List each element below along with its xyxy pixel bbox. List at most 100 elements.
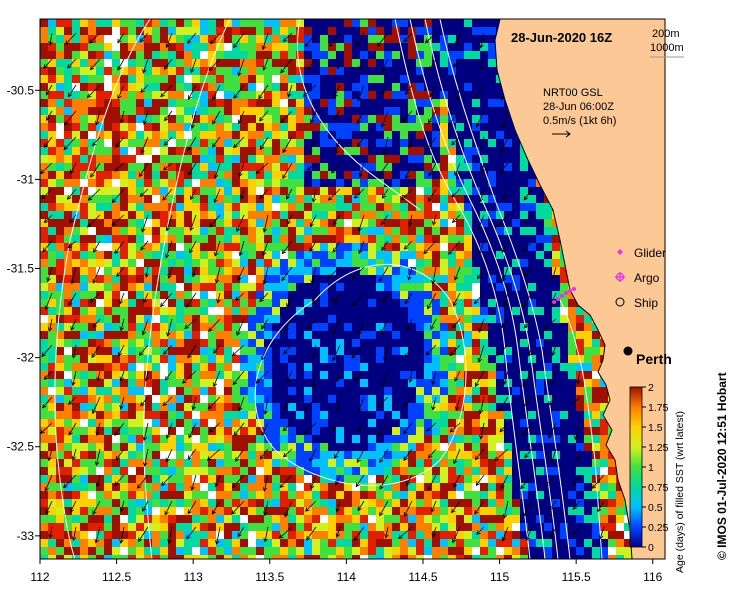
sst-cell — [216, 323, 224, 331]
sst-cell — [232, 235, 240, 243]
sst-cell — [200, 515, 208, 523]
sst-cell — [416, 355, 424, 363]
sst-cell — [80, 443, 88, 451]
sst-cell — [96, 507, 104, 515]
sst-cell — [208, 259, 216, 267]
sst-cell — [400, 387, 408, 395]
sst-cell — [296, 251, 304, 259]
sst-cell — [504, 179, 512, 187]
sst-cell — [328, 139, 336, 147]
sst-cell — [528, 483, 536, 491]
sst-cell — [480, 115, 488, 123]
sst-cell — [408, 75, 416, 83]
sst-cell — [440, 243, 448, 251]
sst-cell — [472, 291, 480, 299]
sst-cell — [144, 451, 152, 459]
sst-cell — [296, 235, 304, 243]
sst-cell — [440, 19, 448, 27]
sst-cell — [504, 283, 512, 291]
sst-cell — [360, 387, 368, 395]
sst-cell — [312, 451, 320, 459]
sst-cell — [248, 51, 256, 59]
sst-cell — [200, 467, 208, 475]
sst-cell — [336, 123, 344, 131]
sst-cell — [128, 211, 136, 219]
sst-cell — [440, 291, 448, 299]
sst-cell — [80, 227, 88, 235]
sst-cell — [88, 467, 96, 475]
sst-cell — [472, 67, 480, 75]
sst-cell — [536, 499, 544, 507]
sst-cell — [344, 291, 352, 299]
sst-cell — [176, 115, 184, 123]
sst-cell — [64, 371, 72, 379]
sst-cell — [328, 347, 336, 355]
sst-cell — [192, 507, 200, 515]
sst-cell — [304, 139, 312, 147]
sst-cell — [96, 83, 104, 91]
sst-cell — [160, 467, 168, 475]
sst-cell — [112, 451, 120, 459]
sst-cell — [112, 179, 120, 187]
sst-cell — [128, 283, 136, 291]
sst-cell — [272, 451, 280, 459]
sst-cell — [472, 379, 480, 387]
sst-cell — [280, 483, 288, 491]
sst-cell — [560, 347, 568, 355]
sst-cell — [152, 475, 160, 483]
sst-cell — [120, 139, 128, 147]
sst-cell — [432, 179, 440, 187]
sst-cell — [336, 355, 344, 363]
sst-cell — [448, 203, 456, 211]
sst-cell — [320, 91, 328, 99]
sst-cell — [496, 403, 504, 411]
sst-cell — [152, 507, 160, 515]
sst-cell — [368, 195, 376, 203]
sst-cell — [504, 275, 512, 283]
sst-cell — [160, 59, 168, 67]
sst-cell — [104, 211, 112, 219]
sst-cell — [448, 267, 456, 275]
sst-cell — [112, 323, 120, 331]
sst-cell — [176, 515, 184, 523]
sst-cell — [504, 195, 512, 203]
sst-cell — [272, 403, 280, 411]
sst-cell — [248, 451, 256, 459]
sst-cell — [320, 267, 328, 275]
sst-cell — [448, 355, 456, 363]
sst-cell — [320, 363, 328, 371]
sst-cell — [336, 411, 344, 419]
sst-cell — [248, 323, 256, 331]
sst-cell — [496, 515, 504, 523]
sst-cell — [272, 235, 280, 243]
sst-cell — [112, 227, 120, 235]
sst-cell — [592, 339, 600, 347]
sst-cell — [448, 187, 456, 195]
sst-cell — [520, 355, 528, 363]
sst-cell — [392, 75, 400, 83]
sst-cell — [400, 435, 408, 443]
sst-cell — [344, 235, 352, 243]
sst-cell — [136, 51, 144, 59]
sst-cell — [248, 59, 256, 67]
sst-cell — [136, 523, 144, 531]
sst-cell — [288, 27, 296, 35]
sst-cell — [88, 43, 96, 51]
sst-cell — [360, 443, 368, 451]
sst-cell — [104, 67, 112, 75]
sst-cell — [240, 363, 248, 371]
sst-cell — [440, 27, 448, 35]
sst-cell — [112, 395, 120, 403]
sst-cell — [176, 259, 184, 267]
sst-cell — [208, 491, 216, 499]
sst-cell — [280, 419, 288, 427]
sst-cell — [432, 363, 440, 371]
sst-cell — [248, 227, 256, 235]
sst-cell — [112, 59, 120, 67]
sst-cell — [304, 371, 312, 379]
sst-cell — [88, 451, 96, 459]
sst-cell — [528, 411, 536, 419]
sst-cell — [344, 123, 352, 131]
sst-cell — [152, 115, 160, 123]
sst-cell — [288, 43, 296, 51]
